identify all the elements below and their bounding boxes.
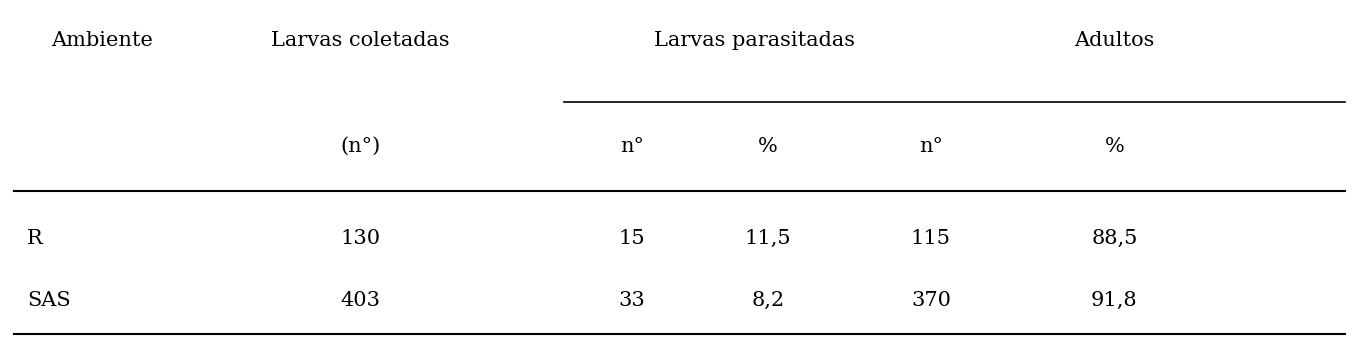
Text: n°: n° [620, 137, 644, 156]
Text: 11,5: 11,5 [745, 229, 791, 248]
Text: 130: 130 [340, 229, 381, 248]
Text: R: R [27, 229, 43, 248]
Text: Adultos: Adultos [1074, 31, 1155, 50]
Text: 403: 403 [340, 291, 381, 310]
Text: 33: 33 [618, 291, 646, 310]
Text: Ambiente: Ambiente [52, 31, 152, 50]
Text: 115: 115 [911, 229, 951, 248]
Text: 15: 15 [618, 229, 646, 248]
Text: (n°): (n°) [340, 137, 381, 156]
Text: 91,8: 91,8 [1091, 291, 1137, 310]
Text: Larvas coletadas: Larvas coletadas [270, 31, 450, 50]
Text: Larvas parasitadas: Larvas parasitadas [654, 31, 855, 50]
Text: 88,5: 88,5 [1091, 229, 1137, 248]
Text: 8,2: 8,2 [752, 291, 784, 310]
Text: SAS: SAS [27, 291, 71, 310]
Text: %: % [758, 137, 777, 156]
Text: 370: 370 [911, 291, 951, 310]
Text: n°: n° [919, 137, 943, 156]
Text: %: % [1105, 137, 1124, 156]
